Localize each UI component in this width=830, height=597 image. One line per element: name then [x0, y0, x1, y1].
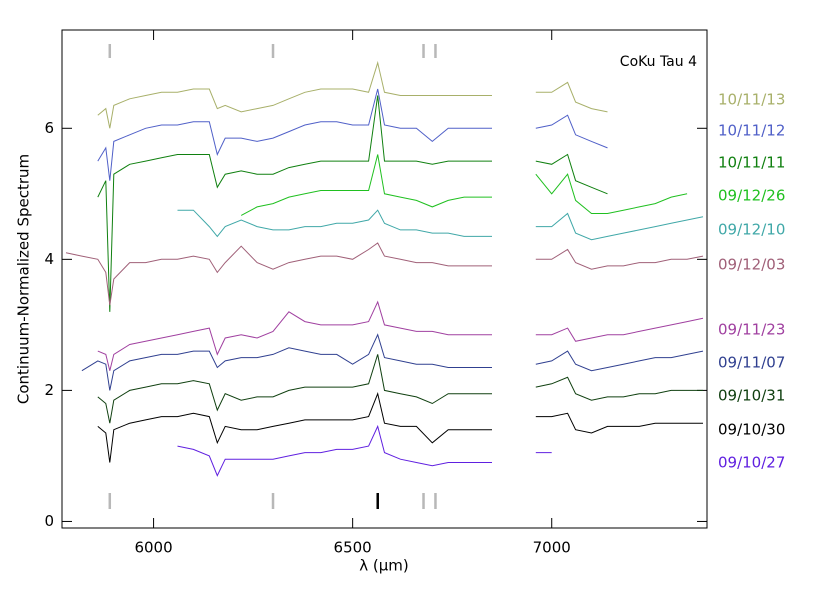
y-tick-label: 2	[44, 381, 54, 399]
legend-label: 09/10/27	[718, 454, 785, 472]
x-tick-label: 6500	[334, 539, 372, 557]
legend-label: 09/10/30	[718, 421, 785, 439]
spectrum-line	[97, 60, 608, 129]
legend-label: 09/10/31	[718, 387, 785, 405]
spectrum-line	[240, 154, 688, 216]
legend-label: 09/11/23	[718, 321, 785, 339]
legend-label: 09/11/07	[718, 354, 785, 372]
plot-frame	[61, 29, 708, 529]
spectrum-line	[65, 242, 704, 306]
legend-label: 10/11/11	[718, 154, 785, 172]
legend-label: 09/12/10	[718, 221, 785, 239]
spectrum-line	[97, 300, 704, 371]
x-tick-label: 7000	[533, 539, 571, 557]
legend-label: 10/11/12	[718, 122, 785, 140]
annotation: CoKu Tau 4	[620, 54, 697, 70]
x-tick-label: 6000	[134, 539, 172, 557]
y-axis-label: Continuum-Normalized Spectrum	[15, 154, 33, 404]
spectrum-line	[177, 209, 704, 241]
spectrum-line	[97, 392, 703, 463]
legend-label: 10/11/13	[718, 91, 785, 109]
spectrum-line	[97, 95, 608, 312]
spectrum-line	[81, 333, 704, 391]
x-axis-label: λ (μm)	[359, 557, 409, 575]
y-tick-label: 4	[44, 250, 54, 268]
spectrum-line	[97, 354, 703, 424]
spectrum-line	[97, 88, 608, 181]
y-tick-label: 6	[44, 119, 54, 137]
y-tick-label: 0	[44, 512, 54, 530]
legend-label: 09/12/26	[718, 187, 785, 205]
spectrum-line	[177, 424, 552, 477]
legend-label: 09/12/03	[718, 256, 785, 274]
